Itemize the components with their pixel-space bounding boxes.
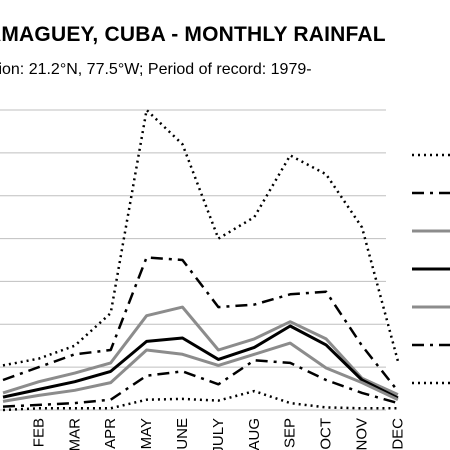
- series-lines: [2, 108, 400, 412]
- x-tick-label: DEC: [389, 418, 406, 450]
- series-line-2: [2, 256, 399, 392]
- x-tick-label: FEB: [30, 418, 47, 447]
- x-axis-tick-labels: FEB MAR APR MAY JUNE JULY AUG SEP OCT NOV DEC: [30, 418, 406, 450]
- x-tick-label: NOV: [354, 418, 371, 450]
- x-tick-label: SEP: [282, 418, 299, 448]
- series-line-5: [2, 341, 399, 403]
- x-tick-label: MAR: [66, 418, 83, 450]
- x-tick-label: OCT: [318, 418, 335, 450]
- chart-subtitle: tion: 21.2°N, 77.5°W; Period of record: …: [0, 61, 312, 78]
- x-tick-label: MAY: [138, 418, 155, 449]
- x-tick-label: JULY: [210, 418, 227, 450]
- series-line-4: [2, 324, 399, 400]
- x-tick-label: AUG: [246, 418, 263, 450]
- legend: [412, 153, 450, 385]
- x-tick-label: APR: [102, 418, 119, 449]
- chart-title: AMAGUEY, CUBA - MONTHLY RAINFAL: [0, 23, 386, 46]
- series-line-7: [2, 389, 398, 412]
- x-tick-label: JUNE: [174, 418, 191, 450]
- series-line-6: [2, 359, 399, 408]
- series-line-3: [2, 305, 399, 396]
- gridlines: [0, 109, 386, 411]
